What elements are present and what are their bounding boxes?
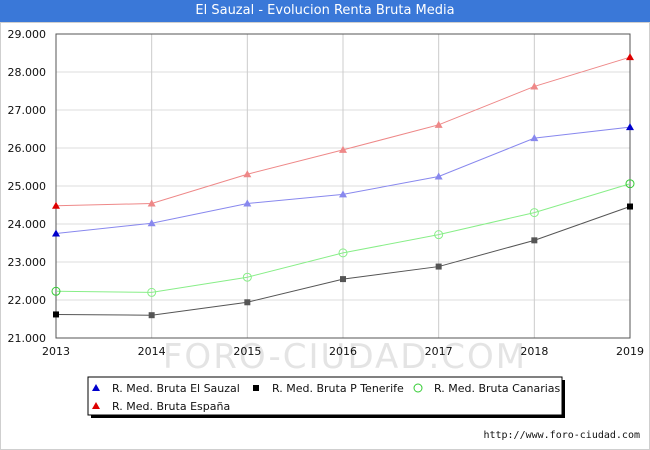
- watermark: FORO-CIUDAD.COM: [163, 337, 527, 377]
- data-point: [339, 190, 347, 198]
- series-2: [53, 203, 633, 319]
- y-tick-label: 23.000: [8, 256, 47, 269]
- data-point: [147, 219, 156, 227]
- data-point: [434, 230, 444, 240]
- y-tick-label: 21.000: [8, 332, 47, 345]
- data-point: [340, 276, 346, 283]
- data-point: [243, 170, 252, 178]
- data-point: [52, 201, 60, 209]
- x-tick-label: 2016: [329, 345, 357, 358]
- y-tick-label: 24.000: [8, 218, 47, 231]
- data-point: [625, 179, 635, 189]
- data-point: [338, 248, 348, 258]
- data-point: [531, 237, 538, 244]
- data-point: [51, 286, 61, 296]
- series-4: [52, 53, 634, 209]
- legend-marker: [92, 402, 100, 409]
- data-point: [52, 229, 60, 237]
- legend-marker: [253, 385, 259, 391]
- data-point: [434, 120, 443, 128]
- plot-border: [55, 33, 631, 339]
- x-tick-label: 2015: [233, 345, 261, 358]
- data-point: [435, 263, 442, 270]
- legend-marker: [92, 384, 100, 391]
- footer-url: http://www.foro-ciudad.com: [483, 430, 640, 441]
- data-point: [243, 199, 252, 207]
- x-tick-label: 2013: [42, 345, 70, 358]
- x-tick-label: 2019: [616, 345, 644, 358]
- y-tick-label: 22.000: [8, 294, 47, 307]
- data-point: [529, 208, 539, 218]
- data-point: [530, 134, 539, 142]
- series-line: [55, 183, 631, 293]
- data-point: [147, 287, 157, 297]
- y-tick-label: 26.000: [8, 142, 47, 155]
- y-tick-label: 29.000: [8, 28, 47, 41]
- legend-label: R. Med. Bruta P Tenerife: [272, 382, 404, 395]
- x-tick-label: 2018: [520, 345, 548, 358]
- data-point: [244, 299, 251, 306]
- legend-label: R. Med. Bruta España: [112, 400, 230, 413]
- legend-label: R. Med. Bruta El Sauzal: [112, 382, 240, 395]
- legend-item-2: R. Med. Bruta P Tenerife: [253, 382, 404, 395]
- legend-label: R. Med. Bruta Canarias: [434, 382, 561, 395]
- data-point: [626, 53, 634, 61]
- data-point: [434, 172, 443, 180]
- series-3: [51, 179, 635, 297]
- data-point: [53, 311, 59, 318]
- y-tick-label: 28.000: [8, 66, 47, 79]
- series-1: [52, 123, 634, 237]
- data-point: [530, 82, 539, 90]
- legend-marker: [413, 383, 423, 393]
- y-tick-label: 27.000: [8, 104, 47, 117]
- x-tick-label: 2017: [425, 345, 453, 358]
- chart-title: El Sauzal - Evolucion Renta Bruta Media: [0, 0, 650, 22]
- legend-item-3: R. Med. Bruta Canarias: [413, 382, 561, 395]
- data-point: [626, 123, 634, 131]
- legend-item-1: R. Med. Bruta El Sauzal: [92, 382, 240, 395]
- x-tick-label: 2014: [138, 345, 166, 358]
- data-point: [339, 145, 347, 153]
- legend-box: [87, 376, 563, 416]
- legend-item-4: R. Med. Bruta España: [92, 400, 230, 413]
- data-point: [627, 203, 633, 210]
- y-tick-label: 25.000: [8, 180, 47, 193]
- data-point: [147, 199, 156, 207]
- data-point: [242, 272, 252, 282]
- data-point: [148, 312, 155, 319]
